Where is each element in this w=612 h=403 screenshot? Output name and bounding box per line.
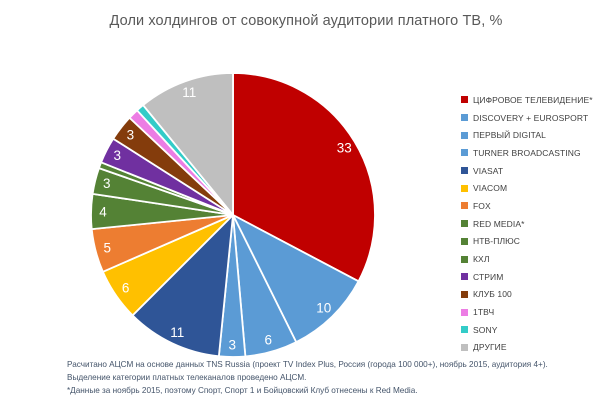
- pie-slice-1: [232, 214, 360, 344]
- legend-swatch-icon: [461, 308, 468, 316]
- legend-swatch-icon: [461, 131, 468, 139]
- legend-label: 1ТВЧ: [473, 307, 495, 318]
- legend-swatch-icon: [461, 184, 468, 192]
- legend-label: КХЛ: [473, 254, 490, 265]
- slice-value-label: 10: [316, 301, 331, 316]
- footnote-line: *Данные за ноябрь 2015, поэтому Спорт, С…: [67, 386, 418, 396]
- footnotes: Расчитано АЦСМ на основе данных TNS Russ…: [67, 358, 607, 398]
- legend-label: RED MEDIA*: [473, 218, 525, 229]
- legend-swatch-icon: [461, 114, 468, 122]
- legend-item-7: RED MEDIA*: [461, 215, 593, 233]
- legend-item-6: FOX: [461, 197, 593, 215]
- legend-label: SONY: [473, 324, 498, 335]
- legend-item-11: КЛУБ 100: [461, 286, 593, 304]
- slice-value-label: 5: [103, 240, 111, 255]
- legend-item-2: ПЕРВЫЙ DIGITAL: [461, 126, 593, 144]
- legend-item-3: TURNER BROADCASTING: [461, 144, 593, 162]
- legend-label: VIACOM: [473, 183, 508, 194]
- legend-item-0: ЦИФРОВОЕ ТЕЛЕВИДЕНИЕ*: [461, 91, 593, 109]
- legend-swatch-icon: [461, 326, 468, 334]
- legend-swatch-icon: [461, 273, 468, 281]
- legend-swatch-icon: [461, 96, 468, 104]
- legend-label: КЛУБ 100: [473, 289, 512, 300]
- legend-swatch-icon: [461, 343, 468, 351]
- slice-value-label: 6: [122, 281, 130, 296]
- chart-title: Доли холдингов от совокупной аудитории п…: [109, 13, 503, 29]
- legend-label: СТРИМ: [473, 271, 504, 282]
- legend-swatch-icon: [461, 202, 468, 210]
- footnote-line: Выделение категории платных телеканалов …: [67, 373, 307, 383]
- legend-swatch-icon: [461, 220, 468, 228]
- legend-label: ПЕРВЫЙ DIGITAL: [473, 130, 546, 141]
- slice-value-label: 11: [170, 325, 184, 340]
- slice-value-label: 3: [127, 128, 135, 143]
- pie-slice-0: [232, 72, 376, 283]
- slice-value-label: 4: [99, 204, 107, 219]
- legend-label: VIASAT: [473, 165, 504, 176]
- legend-item-1: DISCOVERY + EUROSPORT: [461, 109, 593, 127]
- legend-swatch-icon: [461, 237, 468, 245]
- legend: ЦИФРОВОЕ ТЕЛЕВИДЕНИЕ* DISCOVERY + EUROSPO…: [461, 91, 593, 356]
- slice-value-label: 3: [228, 338, 236, 353]
- legend-item-4: VIASAT: [461, 162, 593, 180]
- legend-swatch-icon: [461, 149, 468, 157]
- legend-item-9: КХЛ: [461, 250, 593, 268]
- slice-value-label: 6: [264, 333, 272, 348]
- legend-swatch-icon: [461, 290, 468, 298]
- legend-swatch-icon: [461, 167, 468, 175]
- legend-label: TURNER BROADCASTING: [473, 147, 581, 158]
- slice-value-label: 3: [103, 176, 111, 191]
- slice-value-label: 3: [114, 148, 122, 163]
- pie-slice-4: [131, 214, 234, 358]
- pie-slice-14: [142, 72, 234, 216]
- footnote-line: Расчитано АЦСМ на основе данных TNS Russ…: [67, 360, 548, 369]
- legend-item-14: ДРУГИЕ: [461, 339, 593, 357]
- legend-label: НТВ-ПЛЮС: [473, 236, 520, 247]
- legend-item-13: SONY: [461, 321, 593, 339]
- legend-label: FOX: [473, 200, 491, 211]
- legend-label: ЦИФРОВОЕ ТЕЛЕВИДЕНИЕ*: [473, 94, 593, 105]
- legend-item-12: 1ТВЧ: [461, 303, 593, 321]
- slice-value-label: 33: [337, 140, 352, 155]
- legend-label: ДРУГИЕ: [473, 342, 507, 353]
- legend-item-8: НТВ-ПЛЮС: [461, 233, 593, 251]
- legend-swatch-icon: [461, 255, 468, 263]
- legend-label: DISCOVERY + EUROSPORT: [473, 112, 589, 123]
- legend-item-10: СТРИМ: [461, 268, 593, 286]
- legend-item-5: VIACOM: [461, 179, 593, 197]
- slice-value-label: 11: [182, 85, 196, 100]
